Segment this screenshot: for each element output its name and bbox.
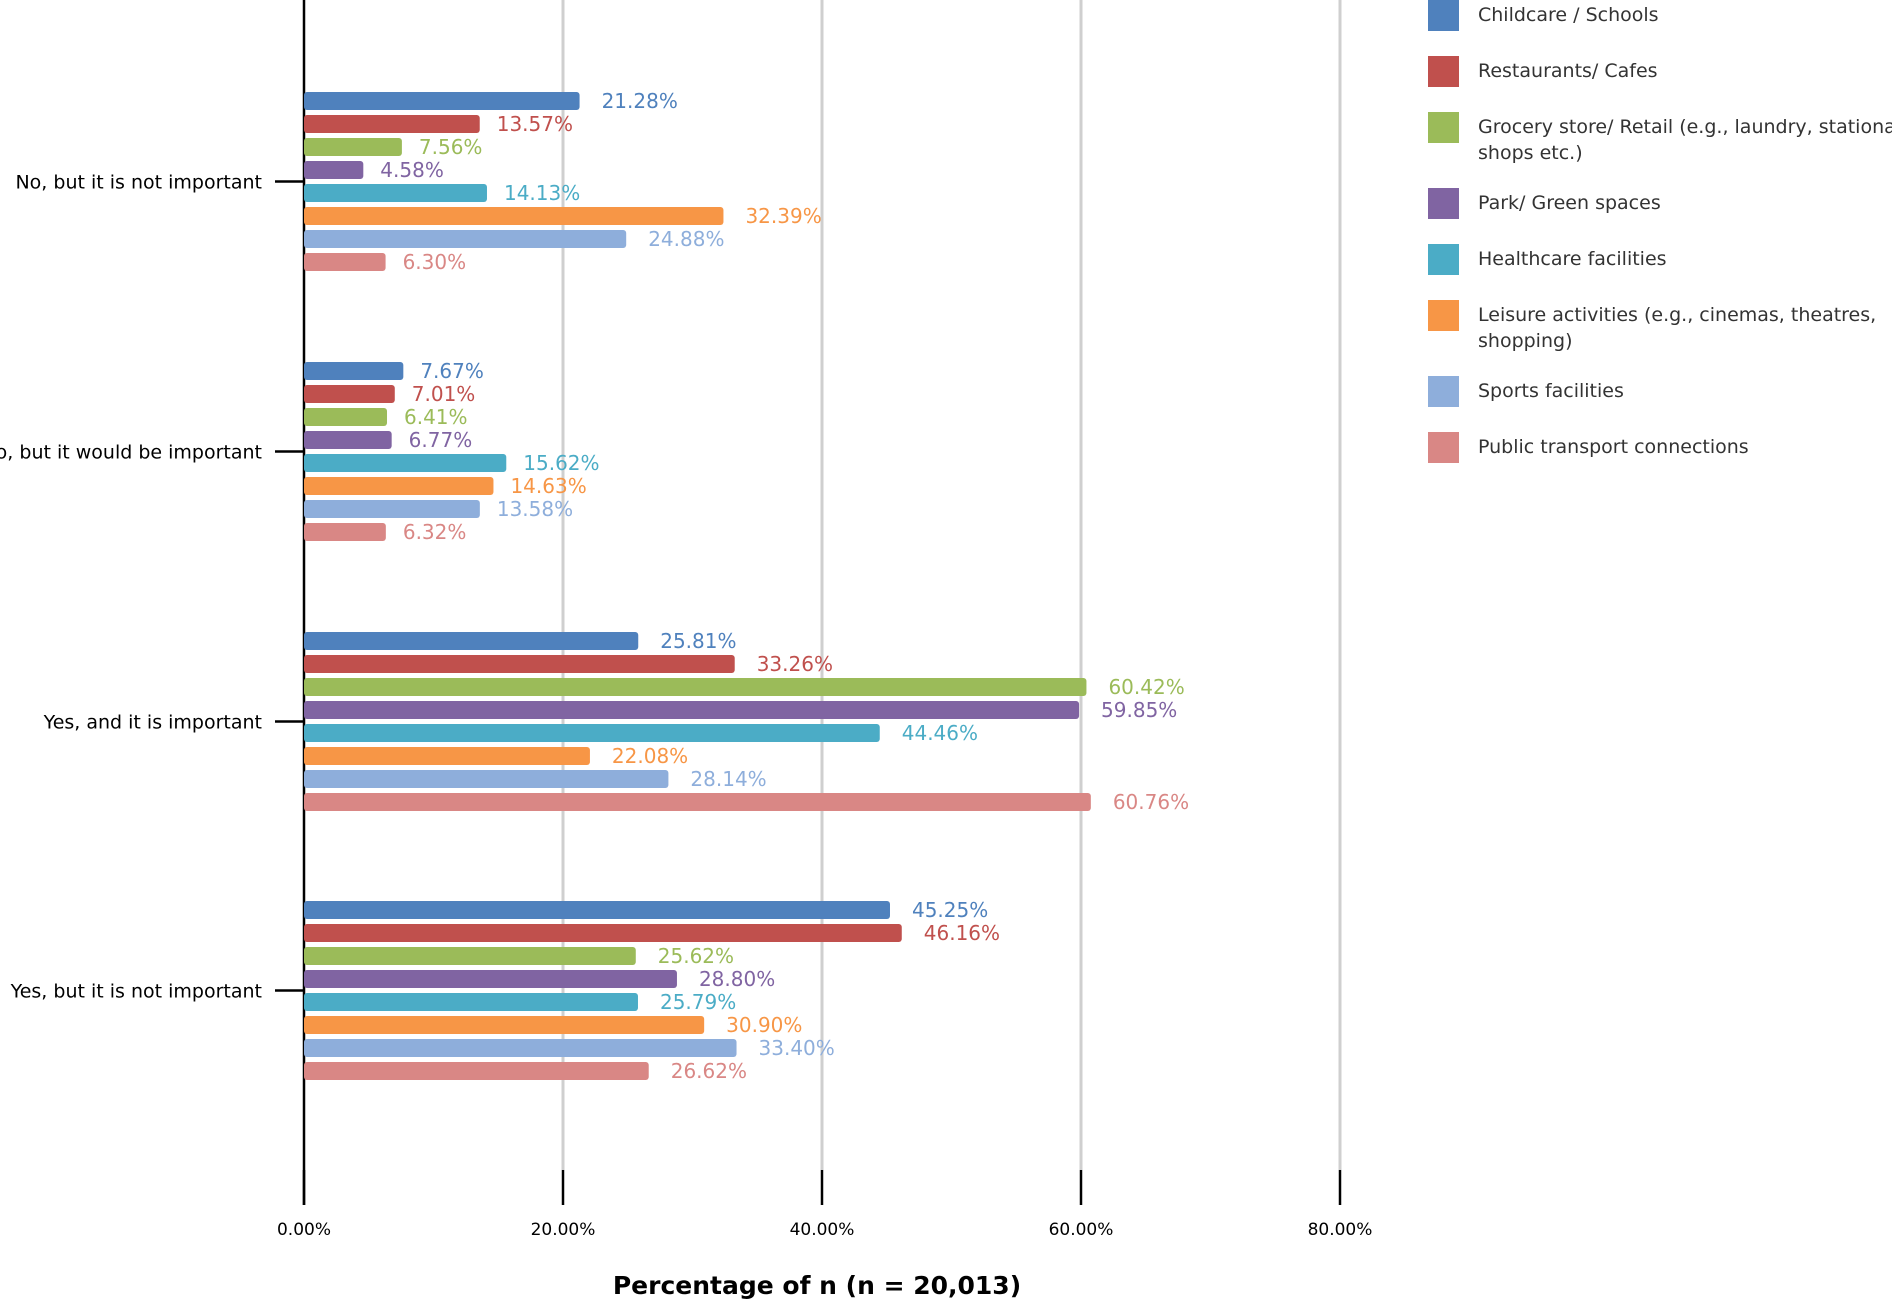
data-label: 6.30% [403, 250, 467, 274]
data-label: 7.01% [412, 382, 476, 406]
data-label: 25.62% [658, 944, 734, 968]
bar [304, 477, 494, 495]
data-label: 6.41% [404, 405, 468, 429]
bar [304, 1062, 649, 1080]
legend-label: shopping) [1478, 330, 1572, 352]
legend-label: Healthcare facilities [1478, 248, 1667, 270]
bar [304, 747, 590, 765]
legend-label: shops etc.) [1478, 142, 1583, 164]
bar [304, 901, 890, 919]
bar [304, 993, 638, 1011]
x-tick-label: 60.00% [1049, 1220, 1114, 1240]
legend-label: Grocery store/ Retail (e.g., laundry, st… [1478, 116, 1892, 138]
bar [304, 454, 507, 472]
data-label: 30.90% [726, 1013, 802, 1037]
data-label: 7.67% [420, 359, 484, 383]
x-tick-label: 0.00% [277, 1220, 331, 1240]
bar [304, 701, 1080, 719]
bar [304, 632, 639, 650]
bar [304, 408, 388, 426]
data-label: 21.28% [602, 89, 678, 113]
bar [304, 970, 677, 988]
legend-swatch [1428, 112, 1459, 143]
data-label: 28.14% [690, 767, 766, 791]
bar [304, 724, 880, 742]
legend-label: Park/ Green spaces [1478, 192, 1661, 214]
x-tick-label: 80.00% [1308, 1220, 1373, 1240]
legend-label: Public transport connections [1478, 436, 1749, 458]
legend-swatch [1428, 244, 1459, 275]
bar [304, 253, 386, 271]
category-labels: No, but it is not important No, but it wo… [0, 172, 262, 1003]
bar [304, 500, 480, 518]
x-tick-label: 40.00% [790, 1220, 855, 1240]
data-label: 28.80% [699, 967, 775, 991]
bar [304, 207, 724, 225]
data-label: 46.16% [924, 921, 1000, 945]
x-axis-title: Percentage of n (n = 20,013) [613, 1271, 1021, 1300]
bar [304, 770, 669, 788]
bar [304, 92, 580, 110]
legend-swatch [1428, 56, 1459, 87]
legend-label: Childcare / Schools [1478, 4, 1659, 26]
data-label: 22.08% [612, 744, 688, 768]
bar [304, 947, 636, 965]
data-label: 60.42% [1108, 675, 1184, 699]
category-label: Yes, and it is important [43, 712, 262, 734]
data-label: 33.26% [757, 652, 833, 676]
bar [304, 655, 735, 673]
bar [304, 793, 1091, 811]
x-tick-label: 20.00% [531, 1220, 596, 1240]
data-label: 26.62% [671, 1059, 747, 1083]
bar [304, 362, 404, 380]
bar [304, 924, 902, 942]
category-label: Yes, but it is not important [10, 981, 262, 1003]
data-label: 24.88% [648, 227, 724, 251]
data-label: 25.81% [660, 629, 736, 653]
data-label: 13.58% [497, 497, 573, 521]
bar [304, 678, 1087, 696]
data-label: 60.76% [1113, 790, 1189, 814]
data-label: 7.56% [419, 135, 483, 159]
bar [304, 230, 627, 248]
bar [304, 1039, 737, 1057]
legend: Childcare / Schools Restaurants/ Cafes Gro… [1428, 0, 1892, 463]
data-label: 59.85% [1101, 698, 1177, 722]
legend-swatch [1428, 376, 1459, 407]
data-label: 13.57% [497, 112, 573, 136]
data-label: 45.25% [912, 898, 988, 922]
bar [304, 138, 402, 156]
data-label: 44.46% [902, 721, 978, 745]
data-label: 15.62% [523, 451, 599, 475]
legend-swatch [1428, 0, 1459, 31]
legend-label: Restaurants/ Cafes [1478, 60, 1658, 82]
bars [304, 92, 1091, 1080]
bar [304, 1016, 705, 1034]
category-label: No, but it is not important [15, 172, 262, 194]
bar [304, 115, 480, 133]
legend-label: Sports facilities [1478, 380, 1624, 402]
legend-swatch [1428, 300, 1459, 331]
data-label: 33.40% [759, 1036, 835, 1060]
data-label: 14.13% [504, 181, 580, 205]
data-label: 25.79% [660, 990, 736, 1014]
data-label: 4.58% [380, 158, 444, 182]
bar [304, 161, 364, 179]
bar [304, 184, 487, 202]
legend-label: Leisure activities (e.g., cinemas, theat… [1478, 304, 1876, 326]
value-labels: 21.28% 13.57% 7.56%4.58% 14.13% 32.39% 24.88%… [380, 89, 1189, 1083]
legend-swatch [1428, 432, 1459, 463]
category-label: No, but it would be important [0, 442, 262, 464]
data-label: 6.32% [403, 520, 467, 544]
legend-swatch [1428, 188, 1459, 219]
bar [304, 385, 395, 403]
bar [304, 523, 386, 541]
data-label: 32.39% [745, 204, 821, 228]
data-label: 6.77% [409, 428, 473, 452]
data-label: 14.63% [510, 474, 586, 498]
bar [304, 431, 392, 449]
